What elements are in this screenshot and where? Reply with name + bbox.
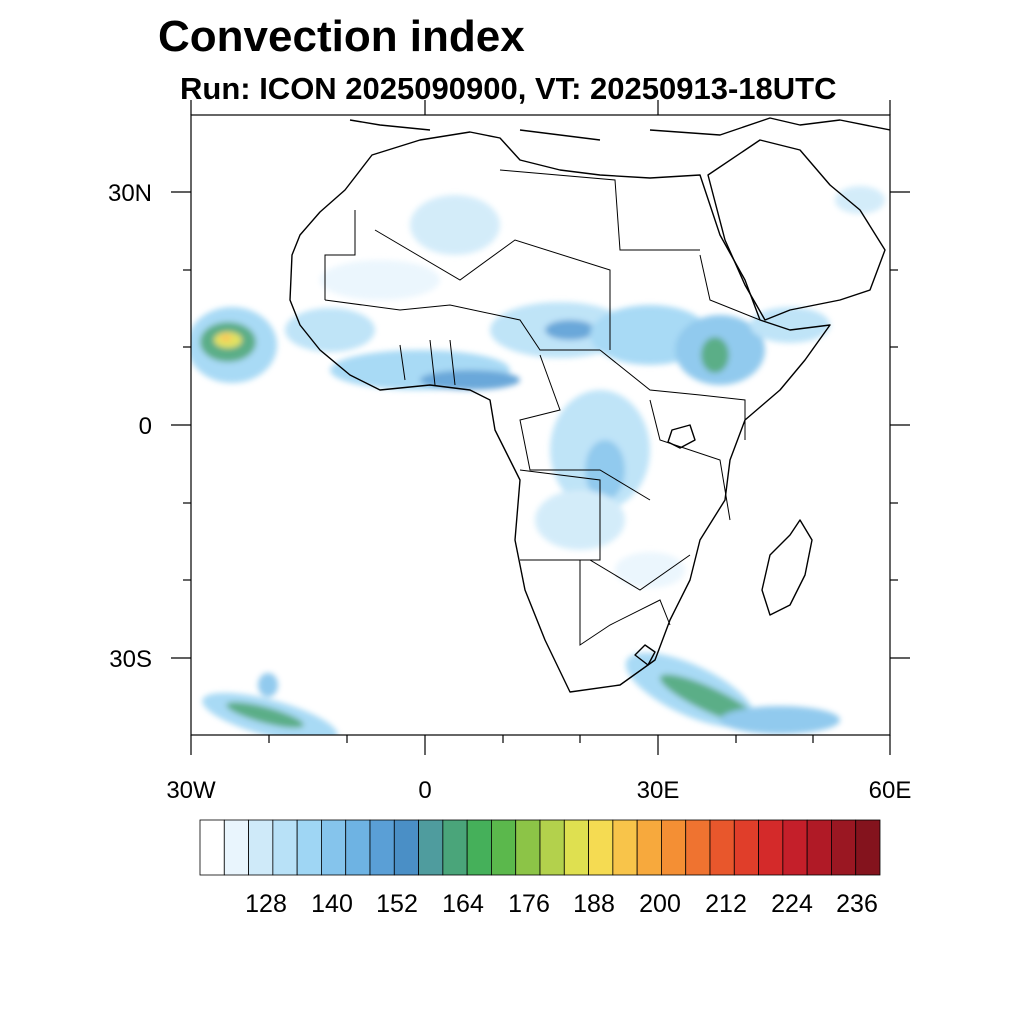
colorbar-label: 200 (639, 890, 681, 918)
colorbar-box (539, 819, 565, 876)
y-tick-label-0: 0 (139, 413, 152, 440)
colorbar-box (588, 819, 614, 876)
colorbar-box (491, 819, 517, 876)
coastlines (289, 117, 890, 693)
colorbar-box (466, 819, 492, 876)
colorbar-box (685, 819, 711, 876)
colorbar-box (393, 819, 419, 876)
map-title: Convection index (158, 12, 525, 61)
colorbar-box (806, 819, 832, 876)
colorbar-box (636, 819, 662, 876)
colorbar-label: 176 (508, 890, 550, 918)
colorbar-label: 152 (376, 890, 418, 918)
colorbar-box (831, 819, 857, 876)
x-tick-labels: 30W 0 30E 60E (166, 777, 911, 804)
colorbar-box (855, 819, 881, 876)
colorbar-label: 224 (771, 890, 813, 918)
convection-shading (191, 186, 885, 735)
colorbar-box (248, 819, 274, 876)
x-tick-label-30w: 30W (166, 777, 216, 804)
colorbar-box (369, 819, 395, 876)
colorbar-box (418, 819, 444, 876)
colorbar-label: 164 (442, 890, 484, 918)
colorbar-box (782, 819, 808, 876)
colorbar-box (563, 819, 589, 876)
colorbar-box (442, 819, 468, 876)
colorbar-box (199, 819, 225, 876)
axis-ticks (171, 100, 910, 755)
colorbar-box (345, 819, 371, 876)
y-tick-label-30n: 30N (108, 180, 152, 207)
colorbar-box (661, 819, 687, 876)
colorbar-box (515, 819, 541, 876)
map-subtitle: Run: ICON 2025090900, VT: 20250913-18UTC (180, 71, 837, 106)
colorbar-box (223, 819, 249, 876)
colorbar-box (758, 819, 784, 876)
colorbar-label: 212 (705, 890, 747, 918)
colorbar-label: 140 (311, 890, 353, 918)
colorbar-labels: 128 140 152 164 176 188 200 212 224 236 (245, 890, 878, 918)
colorbar-label: 188 (573, 890, 615, 918)
lesotho (634, 644, 656, 666)
colorbar-box (321, 819, 347, 876)
lake-victoria (667, 424, 696, 449)
mediterranean-europe (349, 117, 890, 141)
colorbar (199, 819, 881, 876)
arabian-peninsula (707, 139, 886, 321)
y-tick-labels: 30N 0 30S (108, 180, 152, 673)
colorbar-box (709, 819, 735, 876)
y-tick-label-30s: 30S (109, 646, 152, 673)
x-tick-label-30e: 30E (637, 777, 680, 804)
x-tick-label-0: 0 (418, 777, 431, 804)
map-frame (190, 114, 891, 736)
madagascar (761, 519, 813, 616)
colorbar-box (272, 819, 298, 876)
colorbar-box (733, 819, 759, 876)
x-tick-label-60e: 60E (869, 777, 912, 804)
africa-coastline (289, 131, 831, 693)
colorbar-label: 128 (245, 890, 287, 918)
colorbar-box (612, 819, 638, 876)
colorbar-box (296, 819, 322, 876)
colorbar-label: 236 (836, 890, 878, 918)
country-borders (324, 169, 761, 646)
